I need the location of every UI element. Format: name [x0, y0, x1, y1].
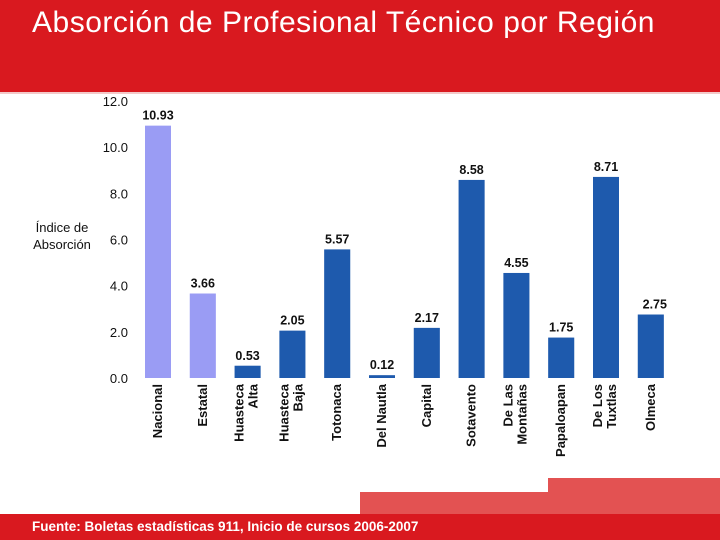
y-tick-label: 2.0	[110, 325, 128, 340]
source-note: Fuente: Boletas estadísticas 911, Inicio…	[32, 519, 419, 534]
x-tick-label: Nacional	[150, 384, 165, 438]
x-tick-label: Sotavento	[464, 384, 479, 447]
data-label: 8.58	[459, 163, 483, 177]
footer-bar	[0, 514, 720, 540]
bar-shading	[279, 330, 306, 378]
bar-shading	[503, 272, 530, 378]
y-axis-title: Índice de Absorción	[33, 220, 91, 252]
bar-shading	[413, 327, 440, 378]
bar-chart: 0.0 2.0 4.0 6.0 8.0 10.0 12.0 Índice de Absorció…	[33, 94, 667, 457]
x-tick-label: Estatal	[195, 384, 210, 427]
bar-shading	[369, 375, 395, 378]
x-tick-label: Papaloapan	[553, 384, 568, 457]
data-label: 2.05	[280, 314, 304, 328]
x-tick-label: Capital	[419, 384, 434, 427]
x-tick-label: De LasMontañas	[500, 384, 529, 445]
data-label: 0.12	[370, 358, 394, 372]
data-label: 2.17	[415, 311, 439, 325]
y-tick-label: 10.0	[103, 140, 128, 155]
y-tick-label: 0.0	[110, 371, 128, 386]
data-label: 1.75	[549, 321, 573, 335]
footer-accent-top	[548, 478, 720, 492]
bar-shading	[234, 365, 261, 378]
data-label: 4.55	[504, 256, 528, 270]
x-tick-label: HuastecaBaja	[276, 383, 305, 442]
x-tick-label: Del Nautla	[374, 383, 389, 447]
footer-accent-mid	[360, 492, 720, 514]
bar-shading	[145, 125, 171, 379]
bar-shading	[637, 314, 664, 378]
data-label: 3.66	[191, 277, 215, 291]
x-tick-label: HuastecaAlta	[232, 383, 261, 442]
page-title: Absorción de Profesional Técnico por Reg…	[32, 6, 655, 39]
bar-shading	[324, 249, 351, 378]
y-tick-label: 4.0	[110, 279, 128, 294]
bar-shading	[548, 337, 575, 378]
x-tick-label: Totonaca	[329, 383, 344, 441]
title-underline	[0, 92, 720, 94]
data-label: 8.71	[594, 160, 618, 174]
bar-shading	[189, 293, 216, 378]
bar-shading	[593, 176, 619, 378]
y-tick-label: 6.0	[110, 233, 128, 248]
bar-shading	[458, 179, 485, 378]
y-tick-label: 12.0	[103, 94, 128, 109]
data-label: 2.75	[643, 298, 667, 312]
x-tick-label: Olmeca	[643, 383, 658, 431]
data-label: 10.93	[142, 109, 173, 123]
title-bar	[0, 0, 720, 92]
y-tick-label: 8.0	[110, 186, 128, 201]
x-tick-label: De LosTuxtlas	[590, 384, 619, 429]
data-label: 5.57	[325, 232, 349, 246]
data-label: 0.53	[235, 349, 259, 363]
